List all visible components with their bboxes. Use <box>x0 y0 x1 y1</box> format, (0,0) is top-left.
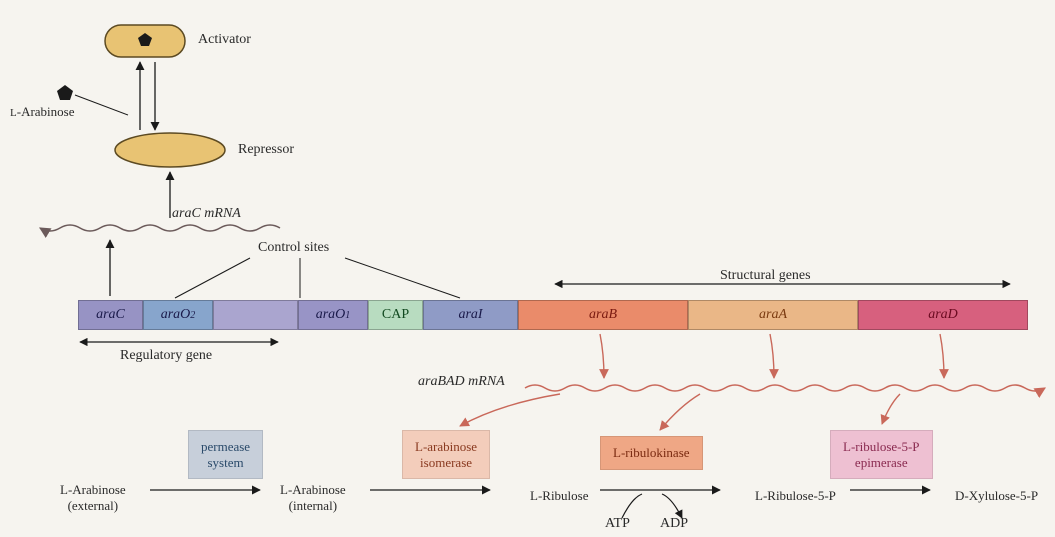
mrna-to-ribulokinase-arrow <box>660 394 700 430</box>
gene-araA: araA <box>688 300 858 330</box>
arac-mrna-wave <box>40 225 280 231</box>
gene-araI: araI <box>423 300 518 330</box>
arabinose-pentagon-icon <box>57 85 73 100</box>
arabinose-to-arrow-line <box>75 95 128 115</box>
regulatory-gene-label: Regulatory gene <box>120 348 212 364</box>
gene-spacer <box>213 300 298 330</box>
gene-araO2: araO2 <box>143 300 213 330</box>
metabolite-r5p: L-Ribulose-5-P <box>755 488 836 504</box>
control-sites-line-right <box>345 258 460 298</box>
activator-shape <box>105 25 185 57</box>
arabinose-ligand-label: L-Arabinose <box>10 104 75 120</box>
metabolite-x5p: D-Xylulose-5-P <box>955 488 1038 504</box>
gene-araD: araD <box>858 300 1028 330</box>
activator-pentagon-icon <box>138 33 152 46</box>
mrna-to-isomerase-arrow <box>460 394 560 426</box>
atp-label: ATP <box>605 516 630 532</box>
control-sites-line-left <box>175 258 250 298</box>
repressor-label: Repressor <box>238 142 294 158</box>
arabad-mrna-label: araBAD mRNA <box>418 374 505 390</box>
mrna-to-epimerase-arrow <box>882 394 900 424</box>
arac-mrna-label: araC mRNA <box>172 206 241 222</box>
repressor-shape <box>115 133 225 167</box>
adp-label: ADP <box>660 516 688 532</box>
control-sites-label: Control sites <box>258 240 329 256</box>
metabolite-int: L-Arabinose(internal) <box>280 482 346 514</box>
structural-genes-label: Structural genes <box>720 268 811 284</box>
gene-araB: araB <box>518 300 688 330</box>
gene-CAP: CAP <box>368 300 423 330</box>
enzyme-isomerase: L-arabinoseisomerase <box>402 430 490 479</box>
atp-curve <box>622 494 642 518</box>
araD-to-mrna-arrow <box>940 334 944 378</box>
enzyme-permease: permeasesystem <box>188 430 263 479</box>
gene-araO1: araO1 <box>298 300 368 330</box>
arabad-mrna-wave <box>525 385 1045 391</box>
metabolite-ext: L-Arabinose(external) <box>60 482 126 514</box>
activator-label: Activator <box>198 32 251 48</box>
enzyme-epimerase: L-ribulose-5-Pepimerase <box>830 430 933 479</box>
araA-to-mrna-arrow <box>770 334 774 378</box>
metabolite-rib: L-Ribulose <box>530 488 589 504</box>
gene-araC: araC <box>78 300 143 330</box>
enzyme-ribulokinase: L-ribulokinase <box>600 436 703 470</box>
araB-to-mrna-arrow <box>600 334 604 378</box>
adp-curve <box>662 494 682 518</box>
